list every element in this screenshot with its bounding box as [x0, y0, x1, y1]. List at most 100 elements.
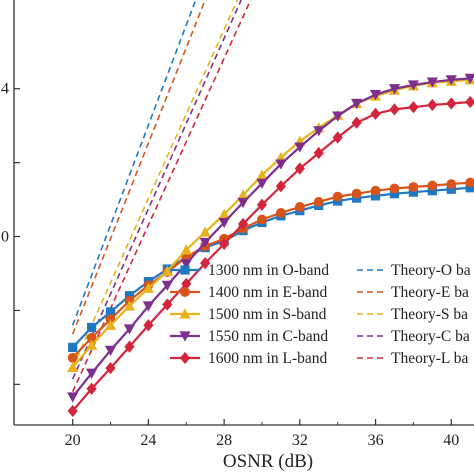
data-point	[105, 361, 116, 375]
data-point	[275, 151, 287, 163]
theory-line-3	[71, 0, 242, 380]
data-point	[351, 116, 362, 129]
data-point	[67, 404, 78, 418]
legend-item: 1400 nm in E-band	[170, 284, 327, 301]
data-point	[351, 188, 362, 199]
data-point	[427, 98, 438, 112]
x-tick-label: 40	[443, 432, 459, 449]
legend-item: Theory-E ba	[357, 284, 469, 301]
data-point	[332, 131, 343, 144]
legend-marker	[179, 308, 191, 319]
legend-item: 1300 nm in O-band	[170, 262, 329, 279]
data-point	[407, 80, 420, 91]
legend-marker	[179, 351, 191, 365]
data-point	[199, 226, 211, 237]
legend-label: 1500 nm in S-band	[208, 306, 327, 323]
data-point	[200, 257, 211, 270]
data-point	[124, 291, 135, 301]
legend-item: 1600 nm in L-band	[170, 350, 327, 367]
legend-label: 1300 nm in O-band	[208, 262, 329, 279]
data-point	[408, 101, 419, 114]
data-point	[256, 198, 268, 211]
data-point	[237, 217, 249, 231]
data-point	[161, 280, 173, 291]
legend-label: 1400 nm in E-band	[208, 284, 327, 301]
data-point	[218, 217, 230, 229]
legend-marker	[179, 331, 191, 342]
data-point	[67, 392, 79, 403]
data-point	[124, 340, 135, 353]
data-point	[276, 207, 286, 218]
data-point	[446, 184, 456, 194]
series-line-1	[71, 181, 471, 359]
legend-item: 1550 nm in C-band	[170, 328, 328, 345]
data-point	[464, 73, 474, 84]
data-point	[313, 146, 324, 160]
data-point	[313, 196, 324, 207]
data-point	[67, 352, 78, 363]
legend-item: Theory-L ba	[357, 350, 468, 367]
plot-area	[67, 0, 474, 418]
data-point	[218, 208, 230, 219]
data-point	[389, 103, 400, 116]
data-point	[369, 90, 382, 101]
data-point	[370, 191, 381, 201]
data-point	[465, 177, 474, 188]
series-line-4	[71, 100, 471, 412]
legend-marker	[180, 265, 190, 275]
legend-item: 1500 nm in S-band	[170, 306, 327, 323]
data-point	[427, 180, 438, 191]
data-point	[294, 162, 305, 175]
data-point	[275, 159, 287, 170]
data-point	[408, 182, 419, 192]
data-point	[332, 111, 344, 122]
data-point	[465, 183, 474, 193]
x-tick-label: 32	[292, 432, 308, 449]
data-point	[180, 259, 192, 270]
data-point	[388, 84, 401, 95]
legend-label: Theory-C ba	[391, 328, 470, 345]
axes: 20 24 28 32 36 40 0 4	[1, 0, 474, 449]
data-point	[465, 95, 474, 109]
legend-item: Theory-C ba	[357, 328, 470, 345]
x-tick-label: 24	[140, 432, 156, 449]
data-point	[180, 244, 192, 255]
x-axis-title: OSNR (dB)	[223, 451, 313, 472]
series-line-0	[71, 186, 471, 349]
data-point	[427, 186, 437, 196]
data-point	[199, 237, 211, 249]
data-point	[408, 187, 419, 197]
data-point	[86, 368, 98, 379]
data-point	[256, 178, 268, 189]
legend-label: Theory-L ba	[391, 350, 468, 367]
data-point	[86, 382, 97, 395]
legend-item: Theory-S ba	[357, 306, 468, 323]
data-point	[446, 97, 457, 110]
y-tick-label: 4	[1, 81, 9, 98]
data-point	[104, 345, 117, 356]
data-point	[237, 189, 249, 200]
data-point	[389, 189, 400, 199]
data-point	[275, 180, 287, 193]
data-point	[351, 98, 363, 110]
legend-label: 1550 nm in C-band	[208, 328, 328, 345]
data-point	[123, 324, 136, 335]
data-point	[426, 77, 438, 88]
data-point	[105, 307, 116, 317]
data-point	[87, 322, 97, 333]
x-tick-label: 20	[65, 432, 81, 449]
data-point	[143, 319, 154, 332]
legend-label: Theory-E ba	[391, 284, 469, 301]
data-point	[142, 301, 155, 312]
data-point	[86, 339, 98, 350]
x-tick-label: 36	[368, 432, 384, 449]
y-tick-label: 0	[1, 229, 9, 246]
theory-line-2	[71, 0, 239, 368]
data-point	[445, 75, 457, 86]
legend-label: Theory-S ba	[391, 306, 468, 323]
data-point	[257, 214, 267, 225]
data-point	[294, 202, 305, 212]
data-point	[256, 169, 268, 180]
data-point	[237, 197, 249, 209]
